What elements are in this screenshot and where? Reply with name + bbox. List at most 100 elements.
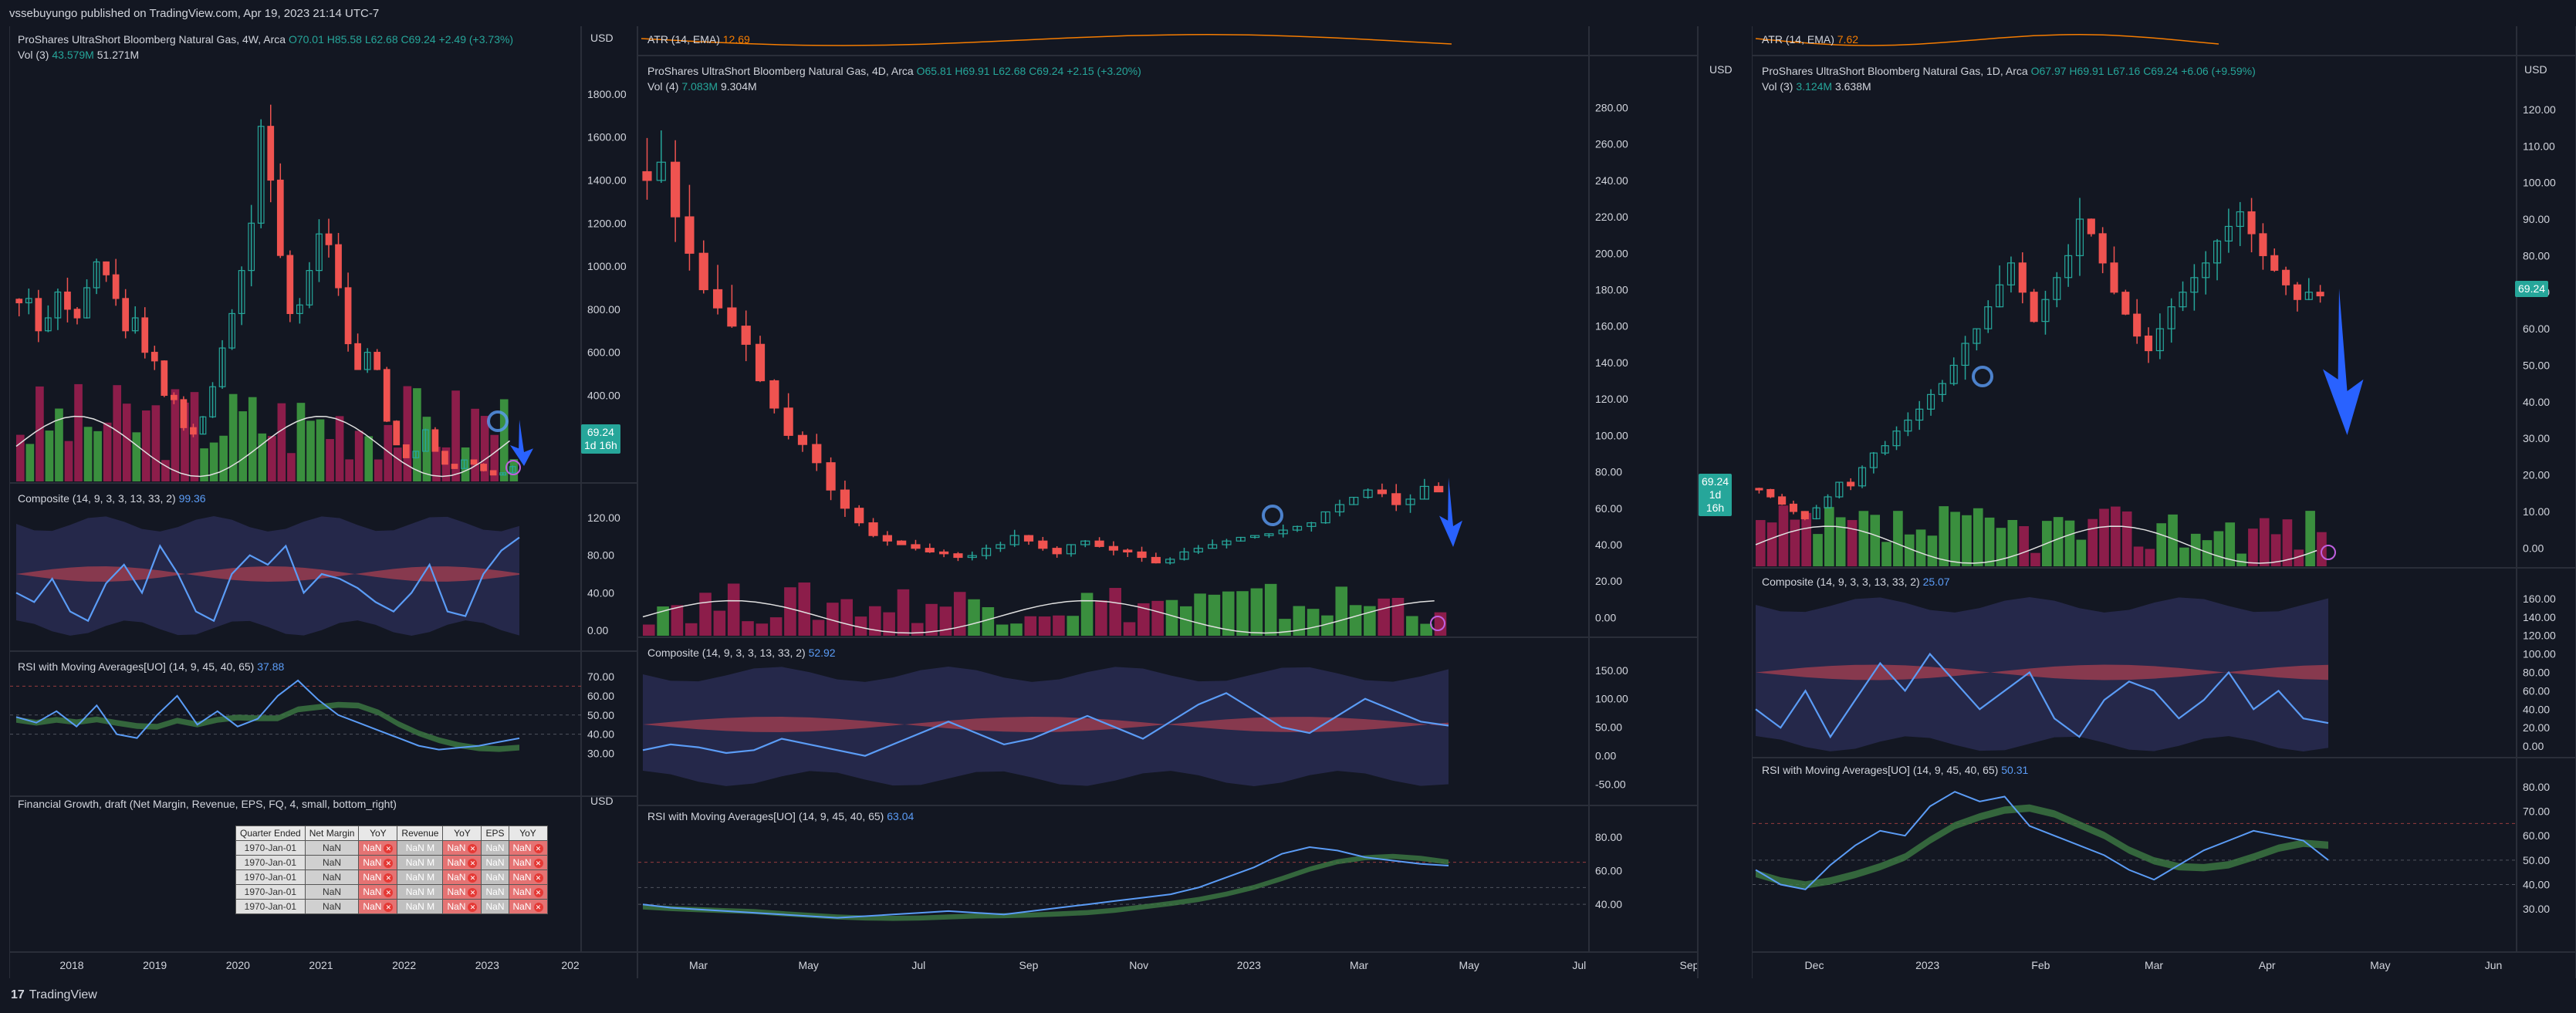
candle-body: [412, 451, 420, 458]
volume-bar: [1939, 506, 1949, 566]
table-cell: NaN ✕: [508, 855, 548, 870]
table-cell: NaN: [481, 840, 509, 856]
candle-body: [1193, 548, 1203, 553]
ohlc-low: L62.68: [364, 33, 398, 46]
volume-bar: [1138, 603, 1150, 636]
candle-body: [2247, 211, 2256, 235]
time-tick-label: 2018: [59, 959, 83, 971]
candle-body: [812, 444, 822, 464]
candle-body: [1066, 544, 1077, 555]
highlight-circle-icon: [1972, 366, 1993, 387]
rsi-tick-label: 60.00: [1595, 865, 1622, 877]
candle-body: [190, 427, 197, 435]
tradingview-brand[interactable]: 17 TradingView: [11, 988, 97, 1001]
candle-body: [967, 555, 977, 559]
price-tick-label: 200.00: [1595, 247, 1628, 259]
volume-bar: [74, 383, 83, 481]
chart-pane-1d[interactable]: 0.00 10.00 20.00 30.00 40.00 50.00 60.00 70.00 8…: [1752, 26, 2576, 978]
volume-bar: [471, 408, 479, 481]
ohlc-change: +2.49 (+3.73%): [438, 33, 514, 46]
volume-value-b: 3.638M: [1834, 80, 1871, 93]
ohlc-open: O65.81: [916, 65, 952, 77]
candle-body: [2006, 262, 2015, 285]
volume-bar: [2121, 511, 2132, 566]
candle-body: [826, 462, 836, 491]
table-row: 1970-Jan-01 NaN NaN ✕ NaN M NaN ✕ NaN NaN ✕: [235, 869, 548, 885]
table-cell: NaN ✕: [442, 855, 482, 870]
volume-label: Vol (3): [18, 49, 49, 61]
candle-body: [911, 544, 921, 549]
volume-value-a: 3.124M: [1796, 80, 1833, 93]
volume-bar: [925, 603, 938, 636]
candle-body: [2121, 292, 2130, 315]
rsi-tick-label: 70.00: [587, 670, 614, 683]
candle-body: [1080, 540, 1090, 545]
candle-body: [1835, 481, 1844, 498]
atr-line: [641, 34, 1452, 46]
volume-bar: [2145, 549, 2155, 566]
chart-canvas-4w[interactable]: 200.00400.00600.00800.001000.001200.0014…: [10, 26, 637, 978]
tradingview-logo-icon: 17: [11, 988, 25, 1001]
volume-bar: [1010, 623, 1023, 636]
chart-pane-4d[interactable]: 0.00 20.00 40.00 60.00 80.00 100.00 120.00 140.…: [637, 26, 1733, 978]
volume-bar: [2076, 539, 2087, 566]
volume-bar: [200, 448, 208, 481]
candle-body: [1249, 535, 1260, 539]
error-dot-icon: ✕: [468, 887, 478, 897]
volume-ma-line: [1755, 525, 2317, 564]
highlight-circle-icon: [487, 410, 509, 432]
chart-canvas-4d[interactable]: 0.00 20.00 40.00 60.00 80.00 100.00 120.00 140.…: [638, 26, 1697, 978]
table-row: 1970-Jan-01 NaN NaN ✕ NaN M NaN ✕ NaN NaN ✕: [235, 899, 548, 914]
ohlc-open: O70.01: [288, 33, 324, 46]
candle-body: [1278, 529, 1288, 535]
candle-body: [1996, 284, 2004, 308]
down-arrow-icon: [510, 420, 533, 466]
symbol-title: ProShares UltraShort Bloomberg Natural G…: [1762, 65, 2028, 77]
volume-bar: [2099, 508, 2109, 566]
table-cell: NaN ✕: [358, 840, 398, 856]
ohlc-low: L67.16: [2107, 65, 2141, 77]
volume-bar: [1165, 599, 1178, 636]
volume-bar: [480, 416, 489, 481]
candle-body: [363, 352, 371, 370]
time-tick-label: Jul: [911, 959, 925, 971]
composite-tick-label: 20.00: [2523, 721, 2550, 734]
ohlc-change: +2.15 (+3.20%): [1067, 65, 1141, 77]
volume-bar: [248, 397, 257, 481]
chart-pane-4w[interactable]: 200.00400.00600.00800.001000.001200.0014…: [9, 26, 638, 978]
candle-body: [2144, 335, 2153, 352]
main-legend: ProShares UltraShort Bloomberg Natural G…: [18, 32, 513, 62]
volume-bar: [2133, 546, 2144, 566]
table-header-3: Revenue: [397, 826, 444, 841]
table-header-5: EPS: [481, 826, 509, 841]
price-tick-label: 1000.00: [587, 260, 627, 272]
composite-tick-label: 40.00: [587, 586, 614, 599]
volume-bar: [422, 417, 431, 481]
volume-bar: [1801, 512, 1811, 566]
candle-body: [2110, 262, 2118, 293]
table-cell: 1970-Jan-01: [235, 899, 306, 914]
volume-bar: [55, 408, 63, 481]
price-unit: USD: [2524, 63, 2547, 76]
candle-body: [1320, 511, 1330, 524]
volume-bar: [1151, 600, 1164, 636]
volume-bar: [1870, 515, 1881, 566]
volume-bar: [306, 420, 315, 481]
table-cell: NaN ✕: [358, 884, 398, 900]
chart-canvas-1d[interactable]: 0.00 10.00 20.00 30.00 40.00 50.00 60.00 70.00 8…: [1753, 26, 2575, 978]
candle-body: [150, 352, 158, 362]
price-tick-label: 140.00: [1595, 356, 1628, 369]
volume-bar: [1766, 522, 1777, 566]
volume-bar: [461, 447, 470, 481]
candle-body: [1334, 504, 1345, 513]
time-tick-label: May: [1459, 959, 1479, 971]
price-tick-label: 80.00: [2523, 249, 2550, 262]
table-cell: NaN: [304, 899, 360, 914]
price-tick-label: 100.00: [1595, 429, 1628, 441]
rsi-line: [1755, 791, 2329, 890]
volume-bar: [1038, 616, 1051, 636]
time-tick-label: Feb: [2031, 959, 2050, 971]
composite-legend: Composite (14, 9, 3, 3, 13, 33, 2) 52.92: [647, 647, 836, 659]
rsi-tick-label: 30.00: [2523, 903, 2550, 915]
volume-bar: [132, 432, 141, 481]
